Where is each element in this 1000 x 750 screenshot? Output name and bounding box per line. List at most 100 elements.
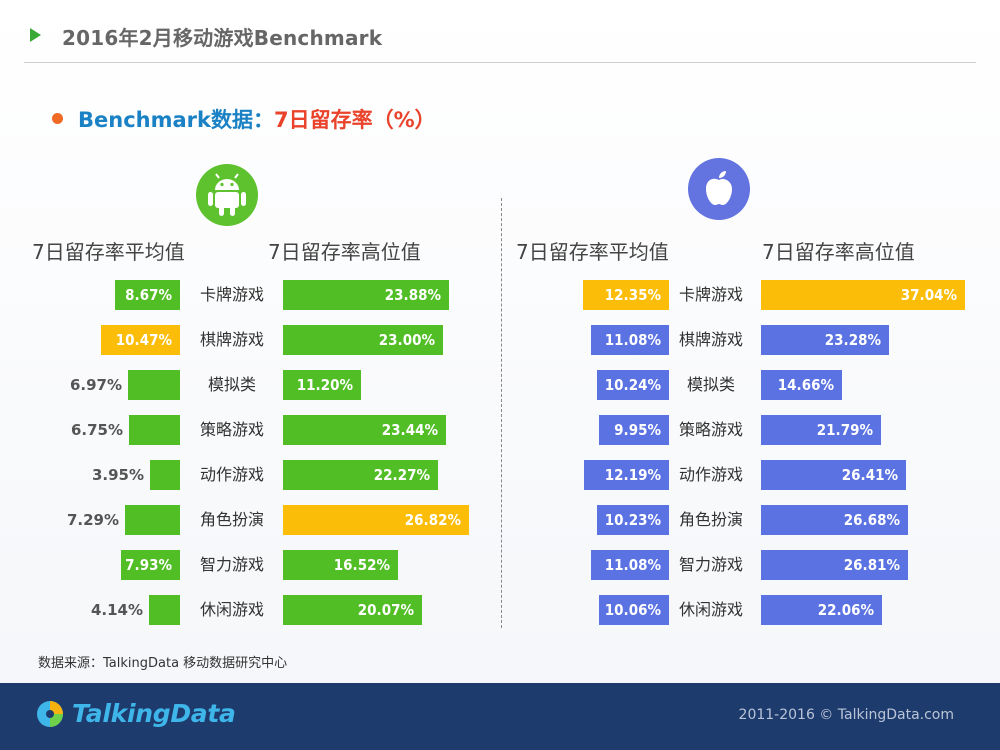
ios-avg-bar: 10.23% bbox=[597, 505, 669, 535]
android-high-value-label: 16.52% bbox=[333, 556, 390, 574]
section-title-part1: Benchmark数据： bbox=[78, 108, 274, 132]
android-high-bar: 20.07% bbox=[283, 595, 422, 625]
ios-high-bar: 26.68% bbox=[761, 505, 908, 535]
ios-high-bar: 26.41% bbox=[761, 460, 906, 490]
android-avg-value-label: 7.93% bbox=[125, 556, 172, 574]
android-category-label: 智力游戏 bbox=[199, 555, 264, 574]
android-category-label: 休闲游戏 bbox=[199, 600, 264, 619]
bullet-dot-icon bbox=[52, 113, 63, 124]
android-category-label: 卡牌游戏 bbox=[199, 285, 264, 304]
apple-icon bbox=[688, 158, 750, 220]
ios-high-bar: 21.79% bbox=[761, 415, 881, 445]
android-avg-bar: 10.47% bbox=[101, 325, 180, 355]
android-high-value-label: 26.82% bbox=[404, 511, 461, 529]
android-high-value-label: 23.88% bbox=[384, 286, 441, 304]
talkingdata-logo: TalkingData bbox=[36, 699, 236, 728]
ios-avg-bar: 9.95% bbox=[599, 415, 669, 445]
android-avg-value-label: 6.75% bbox=[70, 421, 123, 439]
ios-high-bar: 23.28% bbox=[761, 325, 889, 355]
ios-category-label: 卡牌游戏 bbox=[678, 285, 743, 304]
page-title: 2016年2月移动游戏Benchmark bbox=[62, 26, 383, 50]
ios-high-value-label: 22.06% bbox=[817, 601, 874, 619]
footer-logo-text: TalkingData bbox=[72, 699, 236, 728]
ios-category-label: 角色扮演 bbox=[678, 510, 743, 529]
android-category-label: 角色扮演 bbox=[199, 510, 264, 529]
ios-avg-value-label: 12.19% bbox=[604, 466, 661, 484]
ios-avg-value-label: 10.24% bbox=[604, 376, 661, 394]
android-avg-bar bbox=[129, 415, 180, 445]
ios-category-label: 休闲游戏 bbox=[678, 600, 743, 619]
ios-avg-bar: 12.19% bbox=[584, 460, 669, 490]
android-avg-bar: 8.67% bbox=[115, 280, 180, 310]
android-category-label: 模拟类 bbox=[207, 375, 256, 394]
ios-high-bar: 22.06% bbox=[761, 595, 882, 625]
ios-category-label: 动作游戏 bbox=[678, 465, 743, 484]
android-high-value-label: 23.00% bbox=[378, 331, 435, 349]
android-icon bbox=[196, 164, 258, 226]
ios-avg-value-label: 11.08% bbox=[604, 331, 661, 349]
ios-avg-bar: 10.24% bbox=[597, 370, 669, 400]
ios-high-value-label: 26.68% bbox=[843, 511, 900, 529]
ios-category-label: 模拟类 bbox=[686, 375, 735, 394]
ios-avg-bar: 12.35% bbox=[583, 280, 669, 310]
android-category-label: 策略游戏 bbox=[199, 420, 264, 439]
android-avg-bar bbox=[150, 460, 180, 490]
android-high-bar: 23.00% bbox=[283, 325, 443, 355]
ios-category-label: 棋牌游戏 bbox=[678, 330, 743, 349]
android-high-value-label: 20.07% bbox=[357, 601, 414, 619]
android-high-bar: 22.27% bbox=[283, 460, 438, 490]
android-avg-bar: 7.93% bbox=[121, 550, 180, 580]
ios-avg-value-label: 9.95% bbox=[614, 421, 661, 439]
ios-high-bar: 37.04% bbox=[761, 280, 965, 310]
android-avg-header: 7日留存率平均值 bbox=[32, 240, 185, 264]
android-category-label: 动作游戏 bbox=[199, 465, 264, 484]
android-high-bar: 26.82% bbox=[283, 505, 469, 535]
ios-high-value-label: 23.28% bbox=[824, 331, 881, 349]
android-avg-bar bbox=[128, 370, 180, 400]
android-avg-bar bbox=[125, 505, 180, 535]
android-avg-value-label: 10.47% bbox=[115, 331, 172, 349]
android-high-bar: 23.88% bbox=[283, 280, 449, 310]
android-high-bar: 16.52% bbox=[283, 550, 398, 580]
header-divider bbox=[24, 62, 976, 63]
android-avg-value-label: 8.67% bbox=[125, 286, 172, 304]
footer-bar: TalkingData 2011-2016 © TalkingData.com bbox=[0, 683, 1000, 750]
ios-avg-header: 7日留存率平均值 bbox=[516, 240, 669, 264]
android-category-label: 棋牌游戏 bbox=[199, 330, 264, 349]
ios-high-header: 7日留存率高位值 bbox=[762, 240, 915, 264]
android-avg-value-label: 4.14% bbox=[90, 601, 143, 619]
ios-high-bar: 14.66% bbox=[761, 370, 842, 400]
section-title: Benchmark数据：7日留存率（%） bbox=[78, 104, 436, 134]
ios-avg-value-label: 10.23% bbox=[604, 511, 661, 529]
ios-high-value-label: 14.66% bbox=[777, 376, 834, 394]
ios-avg-bar: 11.08% bbox=[591, 325, 669, 355]
section-title-part2: 7日留存率（%） bbox=[273, 108, 436, 132]
android-high-value-label: 22.27% bbox=[373, 466, 430, 484]
android-avg-bar bbox=[149, 595, 180, 625]
ios-high-value-label: 21.79% bbox=[816, 421, 873, 439]
logo-mark-icon bbox=[37, 700, 63, 727]
header-arrow-icon bbox=[30, 28, 41, 42]
android-high-value-label: 11.20% bbox=[296, 376, 353, 394]
ios-avg-bar: 10.06% bbox=[599, 595, 669, 625]
android-avg-value-label: 6.97% bbox=[69, 376, 122, 394]
ios-category-label: 策略游戏 bbox=[678, 420, 743, 439]
android-high-bar: 11.20% bbox=[283, 370, 361, 400]
ios-high-value-label: 26.81% bbox=[843, 556, 900, 574]
android-high-bar: 23.44% bbox=[283, 415, 446, 445]
ios-high-value-label: 37.04% bbox=[900, 286, 957, 304]
android-high-header: 7日留存率高位值 bbox=[268, 240, 421, 264]
ios-category-label: 智力游戏 bbox=[678, 555, 743, 574]
platform-divider bbox=[501, 198, 502, 628]
ios-high-value-label: 26.41% bbox=[841, 466, 898, 484]
ios-high-bar: 26.81% bbox=[761, 550, 908, 580]
ios-avg-value-label: 11.08% bbox=[604, 556, 661, 574]
ios-avg-value-label: 10.06% bbox=[604, 601, 661, 619]
android-high-value-label: 23.44% bbox=[381, 421, 438, 439]
data-source: 数据来源：TalkingData 移动数据研究中心 bbox=[38, 656, 288, 671]
footer-copyright: 2011-2016 © TalkingData.com bbox=[738, 707, 954, 723]
ios-avg-value-label: 12.35% bbox=[604, 286, 661, 304]
android-avg-value-label: 3.95% bbox=[91, 466, 144, 484]
android-avg-value-label: 7.29% bbox=[66, 511, 119, 529]
ios-avg-bar: 11.08% bbox=[591, 550, 669, 580]
